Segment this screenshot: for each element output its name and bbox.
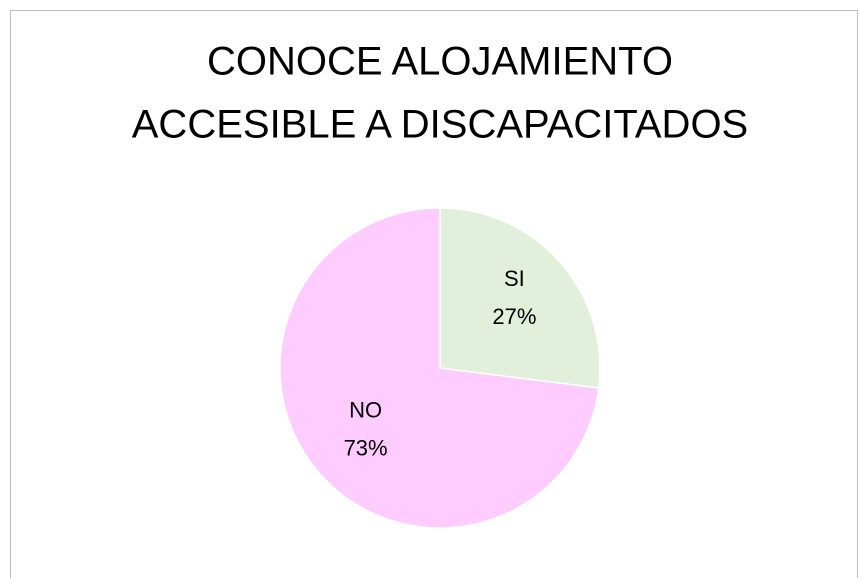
slice-value-label: 27% <box>492 304 536 329</box>
chart-title: CONOCE ALOJAMIENTO <box>207 40 673 84</box>
slice-category-label: NO <box>349 397 382 422</box>
chart-title: ACCESIBLE A DISCAPACITADOS <box>132 103 748 147</box>
pie-slice <box>439 207 601 389</box>
slice-category-label: SI <box>504 266 525 291</box>
slice-value-label: 73% <box>344 435 388 460</box>
pie-slice <box>279 207 600 529</box>
